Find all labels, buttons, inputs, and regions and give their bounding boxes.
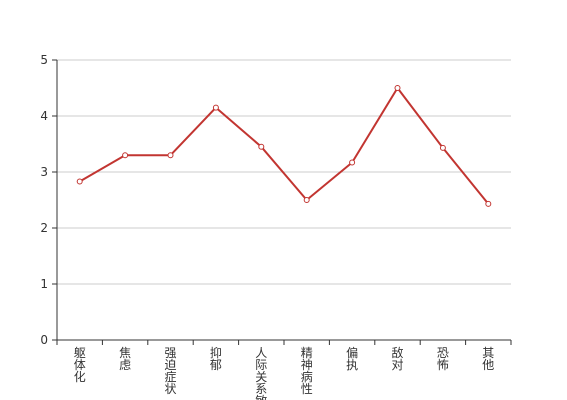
data-point-1[interactable] [122, 152, 129, 159]
y-tick-label-1: 1 [40, 277, 48, 291]
x-tick-label-8: 恐怖 [437, 346, 449, 372]
x-tick-label-5: 精神病性 [301, 346, 313, 396]
data-point-5[interactable] [303, 197, 310, 203]
y-tick-label-4: 4 [40, 109, 48, 123]
data-point-4[interactable] [258, 143, 265, 150]
data-point-9[interactable] [485, 200, 492, 207]
data-point-6[interactable] [349, 159, 356, 166]
data-point-3[interactable] [212, 104, 219, 111]
tick-labels: 0 1 2 3 4 5 躯体化 焦虑 强迫症状 抑郁 人际关系敏感 精神病性 偏执 敌对 恐怖 其他 [40, 53, 494, 400]
x-tick-label-2: 强迫症状 [164, 346, 176, 396]
axes [52, 59, 512, 345]
data-point-2[interactable] [167, 152, 174, 159]
series-line-0 [79, 87, 490, 205]
x-tick-label-0: 躯体化 [74, 345, 86, 384]
data-point-0[interactable] [76, 178, 83, 185]
data-point-7[interactable] [394, 85, 401, 91]
x-tick-label-9: 其他 [482, 346, 494, 372]
y-tick-label-0: 0 [40, 333, 48, 347]
x-tick-label-1: 焦虑 [119, 346, 131, 372]
y-tick-label-2: 2 [40, 221, 48, 235]
x-tick-label-3: 抑郁 [210, 345, 222, 372]
x-tick-label-6: 偏执 [346, 345, 358, 372]
x-tick-label-7: 敌对 [391, 345, 403, 372]
series-layer [76, 85, 492, 207]
y-tick-label-3: 3 [40, 165, 48, 179]
x-tick-label-4: 人际关系敏感 [255, 346, 267, 400]
data-point-8[interactable] [439, 144, 446, 151]
y-tick-label-5: 5 [40, 53, 48, 67]
